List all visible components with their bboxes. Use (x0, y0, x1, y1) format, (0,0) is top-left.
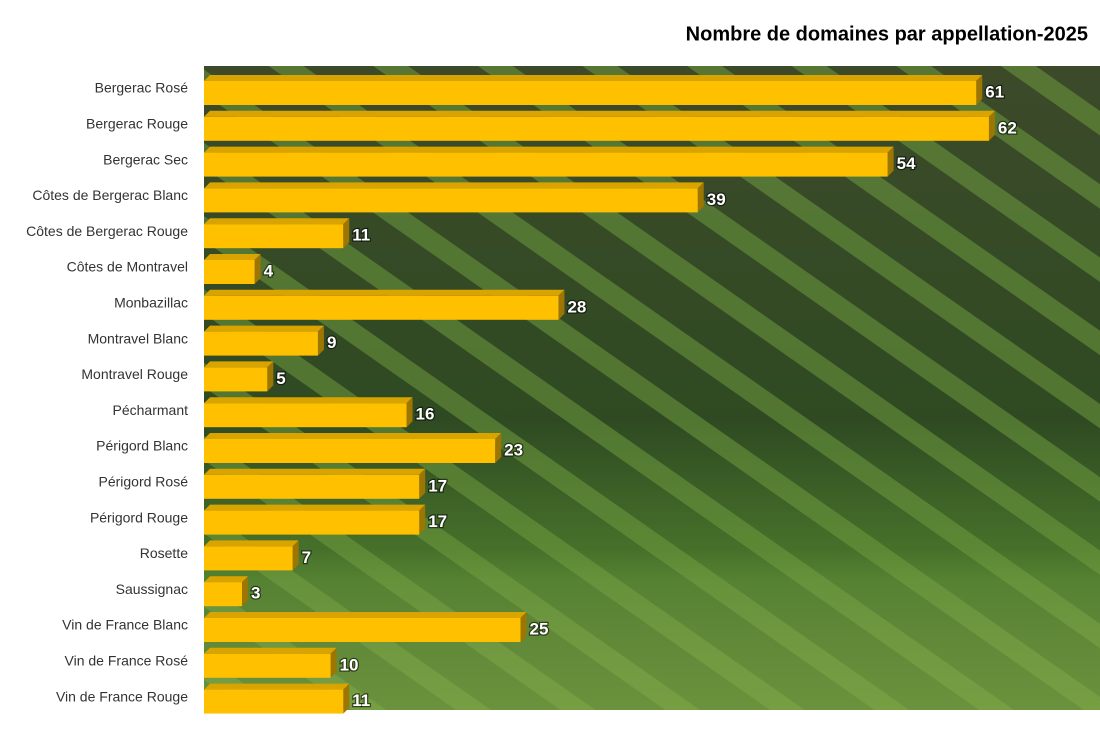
category-label: Vin de France Blanc (62, 617, 188, 633)
bar-top (204, 540, 299, 547)
category-label: Côtes de Bergerac Blanc (32, 187, 188, 203)
category-label: Périgord Blanc (96, 438, 188, 454)
bar-side (887, 146, 894, 177)
value-label: 17 (428, 476, 447, 495)
bar-side (292, 540, 299, 571)
bar (204, 188, 698, 213)
bar (204, 331, 318, 356)
bar-side (241, 576, 248, 607)
bar (204, 439, 496, 463)
bar-side (419, 468, 426, 499)
bar (204, 260, 255, 284)
value-label: 62 (998, 118, 1017, 137)
bar-side (697, 182, 704, 213)
bar-side (343, 218, 350, 249)
category-label: Côtes de Montravel (67, 259, 188, 275)
bar-side (988, 110, 995, 141)
value-label: 61 (985, 82, 1004, 101)
value-label: 23 (504, 440, 523, 459)
value-label: 28 (567, 297, 586, 316)
value-label: 17 (428, 512, 447, 531)
category-label: Périgord Rouge (90, 509, 188, 525)
bar-top (204, 110, 995, 117)
value-label: 4 (264, 261, 274, 280)
category-label: Montravel Blanc (88, 330, 188, 346)
bar (204, 367, 268, 392)
value-label: 10 (340, 655, 359, 674)
bar-side (558, 289, 565, 320)
bar (204, 116, 989, 141)
bar (204, 510, 420, 535)
bar (204, 403, 407, 428)
bar (204, 295, 559, 320)
bar-top (204, 504, 426, 511)
bar-top (204, 612, 527, 618)
category-label: Monbazillac (114, 295, 188, 311)
bar-top (204, 576, 248, 583)
bar (204, 653, 331, 678)
value-label: 3 (251, 584, 260, 603)
value-label: 11 (352, 691, 370, 710)
chart-title: Nombre de domaines par appellation-2025 (686, 23, 1088, 45)
category-label: Côtes de Bergerac Rouge (26, 223, 188, 239)
bar-side (254, 254, 261, 284)
bar-side (419, 504, 426, 535)
bar-side (406, 397, 413, 428)
bar (204, 582, 242, 607)
bar (204, 152, 888, 177)
bar-top (204, 468, 426, 475)
bar-top (204, 218, 350, 225)
bar-side (330, 647, 337, 678)
category-label: Vin de France Rouge (56, 688, 188, 704)
bar-top (204, 683, 350, 690)
bar-side (343, 683, 350, 714)
bar-top (204, 397, 413, 404)
bar-side (495, 433, 502, 463)
bar (204, 81, 977, 105)
bar-top (204, 361, 274, 368)
value-label: 9 (327, 333, 336, 352)
bar-side (520, 612, 527, 642)
bar (204, 474, 420, 499)
bar-side (976, 75, 983, 105)
bar-top (204, 182, 704, 189)
category-label: Bergerac Rouge (86, 116, 188, 132)
category-label: Bergerac Sec (103, 151, 188, 167)
value-label: 25 (530, 619, 549, 638)
category-label: Pécharmant (113, 402, 189, 418)
value-label: 7 (302, 548, 311, 567)
bar (204, 689, 344, 714)
bar (204, 224, 344, 249)
value-label: 16 (416, 405, 435, 424)
bar-top (204, 146, 894, 153)
category-label: Rosette (140, 545, 188, 561)
bar-top (204, 254, 261, 260)
value-label: 11 (352, 226, 370, 245)
bar-side (317, 325, 324, 356)
bar-top (204, 325, 324, 332)
bar-side (267, 361, 274, 392)
bar-top (204, 647, 337, 654)
value-label: 5 (276, 369, 285, 388)
bar (204, 618, 521, 642)
category-label: Vin de France Rosé (65, 653, 189, 669)
value-label: 39 (707, 190, 726, 209)
bar-top (204, 75, 983, 81)
bar-top (204, 289, 565, 296)
bar (204, 546, 293, 571)
category-label: Bergerac Rosé (95, 80, 189, 96)
bar-top (204, 433, 502, 439)
category-label: Saussignac (116, 581, 188, 597)
category-label: Montravel Rouge (81, 366, 188, 382)
category-label: Périgord Rosé (99, 474, 189, 490)
value-label: 54 (897, 154, 916, 173)
